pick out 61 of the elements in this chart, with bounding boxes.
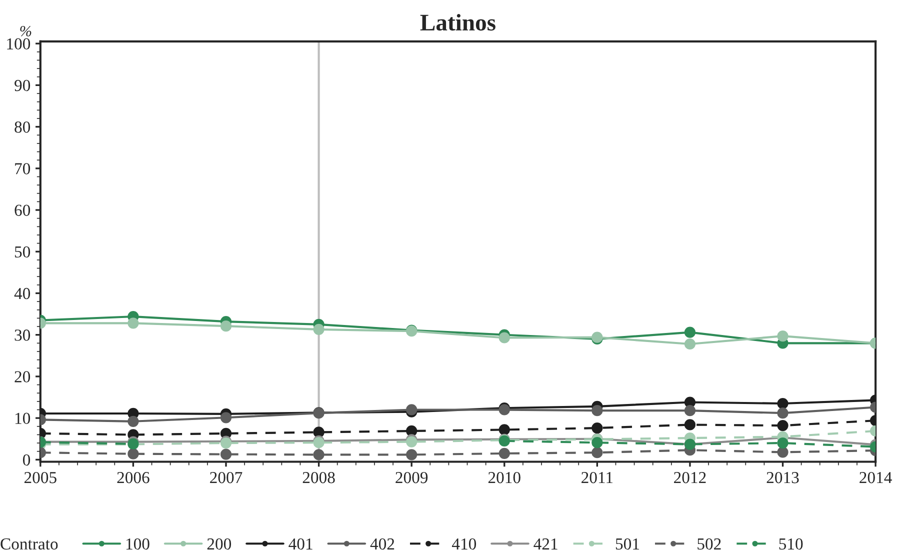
point (313, 449, 324, 460)
x-tick-label: 2011 (582, 472, 613, 484)
legend-label: 410 (452, 538, 476, 550)
point (313, 426, 324, 438)
point (777, 330, 788, 342)
y-tick-label: 40 (14, 288, 30, 300)
y-tick-label: 20 (14, 371, 30, 382)
point (128, 416, 139, 427)
legend-label: 421 (534, 538, 558, 550)
point (684, 405, 696, 416)
legend-label: 501 (616, 538, 639, 550)
legend-label: 502 (698, 538, 721, 550)
y-tick-label: 80 (14, 121, 30, 133)
legend-label: 402 (370, 538, 394, 550)
legend-label: 510 (779, 538, 803, 550)
x-tick-label: 2005 (24, 472, 56, 484)
x-tick-label: 2010 (488, 472, 520, 484)
legend-title: Contrato (0, 538, 58, 550)
point (220, 412, 232, 424)
point (777, 437, 788, 449)
point (777, 446, 788, 458)
y-tick-label: 70 (15, 163, 30, 174)
point (592, 447, 603, 458)
x-tick-label: 2007 (210, 472, 242, 484)
legend-label: 200 (207, 538, 232, 550)
y-axis-title: % (20, 26, 32, 36)
point (777, 408, 788, 419)
x-tick-label: 2013 (766, 472, 799, 484)
point (406, 449, 418, 460)
point (777, 420, 788, 432)
y-tick-label: 0 (22, 454, 30, 466)
point (498, 448, 510, 459)
y-tick-label: 30 (14, 330, 30, 341)
y-tick-label: 100 (7, 38, 30, 50)
y-tick-label: 60 (14, 204, 30, 216)
chart-title: Latinos (420, 14, 496, 31)
point (592, 437, 603, 448)
point (592, 405, 603, 416)
point (684, 419, 696, 430)
point (220, 320, 232, 332)
point (498, 424, 510, 436)
legend-label: 401 (288, 538, 312, 550)
point (220, 448, 232, 460)
x-tick-label: 2012 (674, 472, 706, 484)
y-tick-label: 90 (14, 80, 30, 92)
y-tick-label: 50 (14, 246, 30, 258)
legend-label: 100 (126, 538, 150, 550)
x-tick-label: 2014 (860, 472, 892, 484)
point (592, 422, 603, 434)
x-tick-label: 2008 (302, 472, 335, 484)
point (128, 318, 139, 329)
point (128, 448, 139, 460)
point (313, 324, 324, 335)
point (406, 425, 418, 437)
x-tick-label: 2009 (396, 472, 428, 484)
y-tick-label: 10 (15, 412, 30, 424)
point (684, 326, 696, 338)
x-tick-label: 2006 (117, 472, 150, 484)
point (684, 338, 696, 350)
point (498, 332, 510, 344)
point (777, 398, 788, 410)
